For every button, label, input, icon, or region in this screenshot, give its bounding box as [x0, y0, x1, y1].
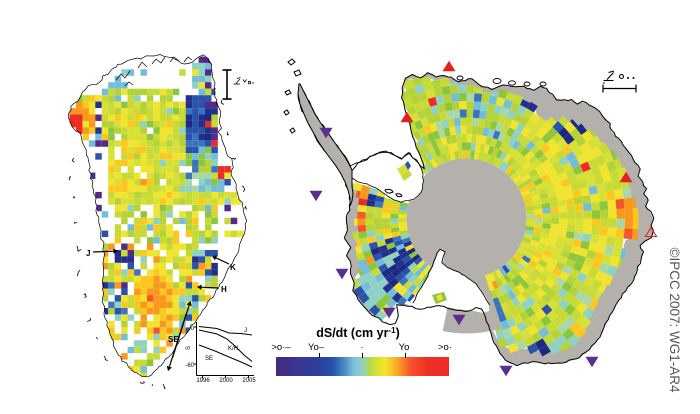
svg-text:-60: -60	[185, 363, 194, 369]
svg-text:K: K	[230, 263, 236, 272]
svg-text:dS/dt (cm yr-1): dS/dt (cm yr-1)	[316, 326, 400, 340]
svg-text:0: 0	[191, 326, 195, 332]
svg-text:K/H: K/H	[228, 346, 238, 352]
svg-text:H: H	[221, 285, 227, 294]
svg-text:·: ·	[360, 342, 363, 353]
svg-text:J: J	[86, 249, 90, 258]
svg-text:S: S	[186, 346, 192, 350]
svg-text:>o·: >o·	[438, 342, 452, 353]
svg-text:1996: 1996	[196, 378, 210, 384]
svg-text:>o·–: >o·–	[271, 342, 291, 353]
svg-text:J: J	[244, 328, 247, 334]
svg-text:SE: SE	[205, 356, 213, 362]
svg-text:©IPCC 2007: WG1-AR4: ©IPCC 2007: WG1-AR4	[667, 248, 682, 393]
svg-text:Yo–: Yo–	[308, 342, 325, 353]
svg-text:SE: SE	[168, 335, 179, 344]
svg-text:2005: 2005	[242, 378, 256, 384]
svg-text:2000: 2000	[219, 378, 233, 384]
svg-text:Yo: Yo	[399, 342, 410, 353]
